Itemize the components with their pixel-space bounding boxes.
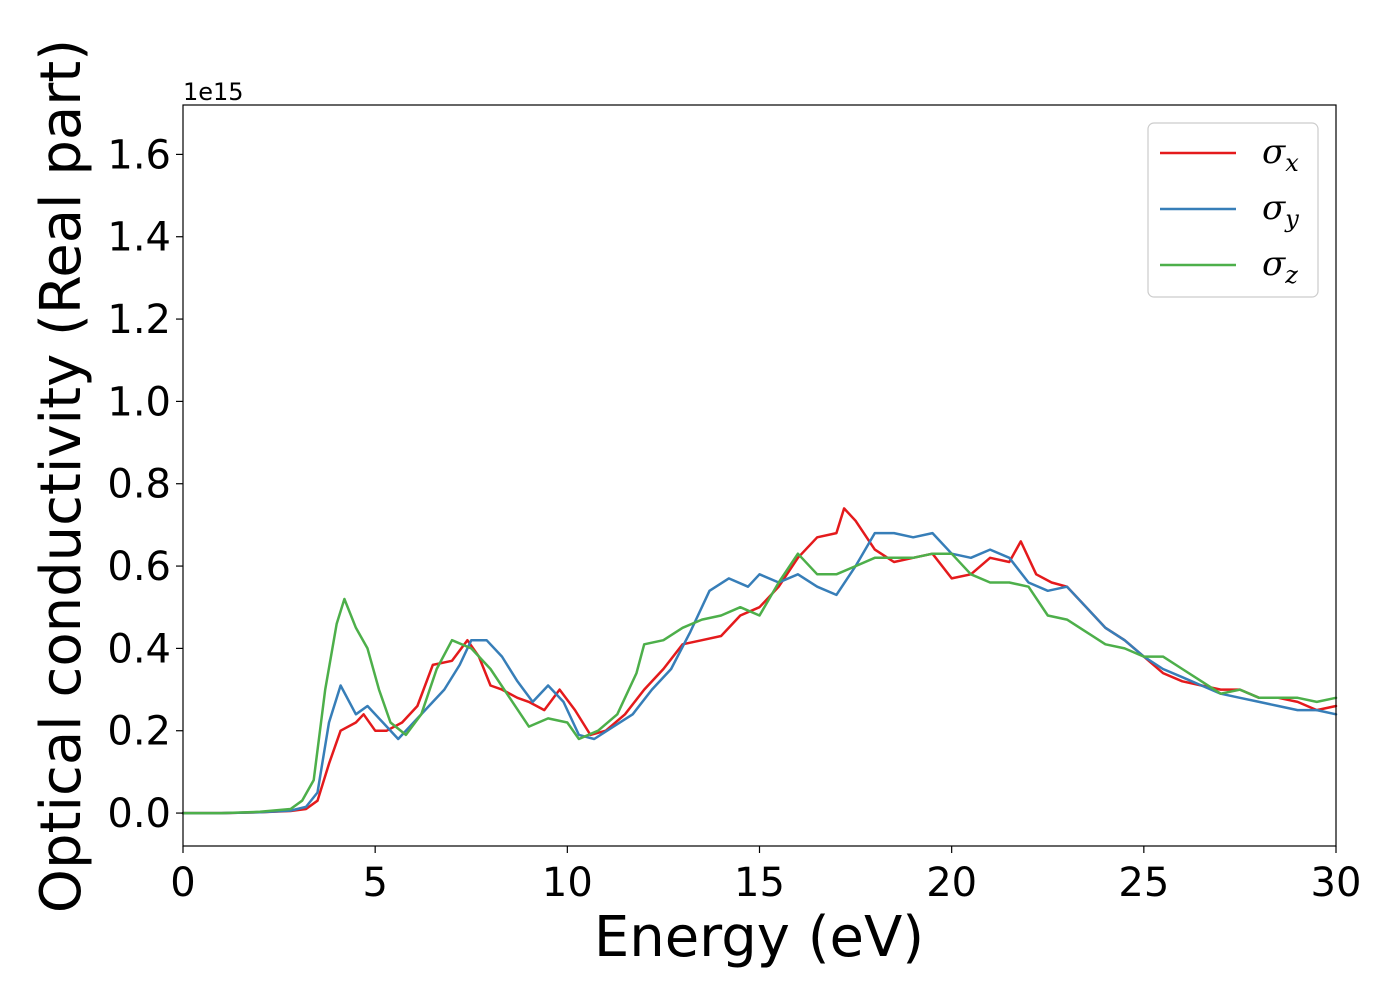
y-axis-title: Optical conductivity (Real part) [29, 39, 94, 913]
series-layer [181, 507, 1338, 815]
x-tick-label: 25 [1118, 860, 1169, 906]
x-tick-label: 5 [362, 860, 387, 906]
y-axis: 0.0 0.2 0.4 0.6 0.8 1.0 1.2 1.4 1.6 [107, 132, 183, 837]
x-tick-label: 20 [926, 860, 977, 906]
y-tick-label: 0.4 [107, 626, 171, 672]
y-tick-label: 0.2 [107, 709, 171, 755]
x-tick-label: 30 [1311, 860, 1362, 906]
x-tick-label: 15 [734, 860, 785, 906]
y-tick-label: 1.0 [107, 379, 171, 425]
series-line-sigma-z [181, 552, 1338, 815]
legend-label-sigma-x: σx [1262, 132, 1299, 177]
x-tick-label: 0 [170, 860, 195, 906]
x-axis: 0 5 10 15 20 25 30 [170, 846, 1361, 906]
y-tick-label: 1.6 [107, 132, 171, 178]
legend-label-symbol: σ [1262, 132, 1286, 172]
y-tick-label: 0.6 [107, 544, 171, 590]
legend-label-subscript: z [1284, 261, 1298, 289]
y-offset-label: 1e15 [183, 78, 244, 106]
y-tick-label: 1.4 [107, 215, 171, 261]
y-tick-label: 0.0 [107, 791, 171, 837]
legend-label-subscript: y [1284, 205, 1299, 233]
legend-label-symbol: σ [1262, 244, 1286, 284]
y-tick-label: 1.2 [107, 297, 171, 343]
y-tick-label: 0.8 [107, 462, 171, 508]
series-line-sigma-y [181, 531, 1338, 815]
legend-label-sigma-y: σy [1262, 188, 1299, 233]
legend-label-sigma-z: σz [1262, 244, 1298, 289]
legend-label-symbol: σ [1262, 188, 1286, 228]
x-axis-title: Energy (eV) [594, 905, 924, 970]
x-tick-label: 10 [542, 860, 593, 906]
legend-label-subscript: x [1285, 149, 1299, 177]
